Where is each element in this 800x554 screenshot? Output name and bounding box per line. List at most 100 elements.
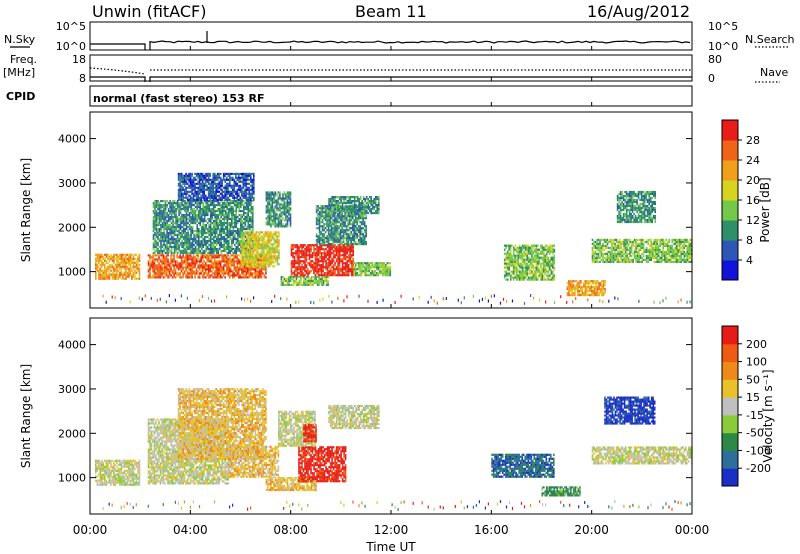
heatmap-cell [159,214,161,216]
heatmap-cell [343,266,345,268]
noise-tick-top-right: 10^5 [708,20,738,33]
heatmap-cell [183,250,185,252]
heatmap-cell [122,266,124,268]
heatmap-cell [266,205,268,207]
heatmap-cell [100,264,102,266]
heatmap-cell [187,230,189,232]
heatmap-cell [200,264,202,266]
heatmap-cell [104,272,106,274]
heatmap-cell [163,218,165,220]
heatmap-cell [228,232,230,234]
heatmap-cell [188,262,190,264]
heatmap-cell [251,261,253,263]
heatmap-cell [227,246,229,248]
heatmap-cell [250,199,252,201]
heatmap-cell [148,260,150,262]
heatmap-cell [253,175,255,177]
heatmap-cell [216,236,218,238]
heatmap-cell [220,262,222,264]
heatmap-cell [160,214,162,216]
heatmap-cell [185,179,187,181]
heatmap-cell [235,270,237,272]
heatmap-cell [153,228,155,230]
heatmap-cell [218,270,220,272]
heatmap-cell [223,210,225,212]
heatmap-cell [175,238,177,240]
heatmap-cell [202,258,204,260]
heatmap-cell [106,270,108,272]
heatmap-cell [185,270,187,272]
heatmap-cell [217,183,219,185]
heatmap-cell [202,191,204,193]
heatmap-cell [244,253,246,255]
heatmap-cell [315,252,317,254]
heatmap-cell [213,242,215,244]
heatmap-cell [181,179,183,181]
heatmap-cell [116,264,118,266]
heatmap-cell [290,223,292,225]
heatmap-cell [160,208,162,210]
heatmap-cell [191,272,193,274]
heatmap-cell [151,264,153,266]
heatmap-cell [230,232,232,234]
radar-figure: Unwin (fitACF) Beam 11 16/Aug/2012 N.Sky… [0,0,800,554]
heatmap-cell [229,185,231,187]
heatmap-cell [116,270,118,272]
heatmap-cell [137,264,139,266]
heatmap-cell [336,268,338,270]
heatmap-cell [202,240,204,242]
heatmap-cell [292,244,294,246]
heatmap-cell [244,251,246,253]
heatmap-cell [311,282,313,284]
heatmap-cell [154,214,156,216]
heatmap-cell [209,268,211,270]
heatmap-cell [183,244,185,246]
heatmap-cell [282,197,284,199]
heatmap-cell [125,260,127,262]
heatmap-cell [221,256,223,258]
heatmap-cell [158,266,160,268]
heatmap-cell [122,260,124,262]
heatmap-cell [171,204,173,206]
heatmap-cell [324,250,326,252]
heatmap-cell [162,236,164,238]
heatmap-cell [234,191,236,193]
heatmap-cell [246,220,248,222]
heatmap-cell [278,203,280,205]
heatmap-cell [195,216,197,218]
heatmap-cell [321,246,323,248]
heatmap-cell [188,175,190,177]
heatmap-cell [186,218,188,220]
heatmap-cell [253,197,255,199]
heatmap-cell [106,262,108,264]
heatmap-cell [228,187,230,189]
heatmap-cell [307,274,309,276]
heatmap-cell [269,223,271,225]
heatmap-cell [186,244,188,246]
heatmap-cell [199,242,201,244]
heatmap-cell [231,200,233,202]
heatmap-cell [248,237,250,239]
heatmap-cell [247,183,249,185]
heatmap-cell [259,268,261,270]
heatmap-cell [183,248,185,250]
heatmap-cell [178,272,180,274]
heatmap-cell [291,272,293,274]
heatmap-cell [220,228,222,230]
heatmap-cell [233,248,235,250]
heatmap-cell [190,210,192,212]
heatmap-cell [169,230,171,232]
heatmap-cell [312,280,314,282]
heatmap-cell [284,211,286,213]
heatmap-cell [288,276,290,278]
heatmap-cell [230,218,232,220]
heatmap-cell [330,270,332,272]
heatmap-cell [339,264,341,266]
heatmap-cell [244,274,246,276]
heatmap-cell [177,220,179,222]
heatmap-cell [166,238,168,240]
heatmap-cell [190,226,192,228]
heatmap-cell [175,272,177,274]
heatmap-cell [158,276,160,278]
heatmap-cell [202,193,204,195]
